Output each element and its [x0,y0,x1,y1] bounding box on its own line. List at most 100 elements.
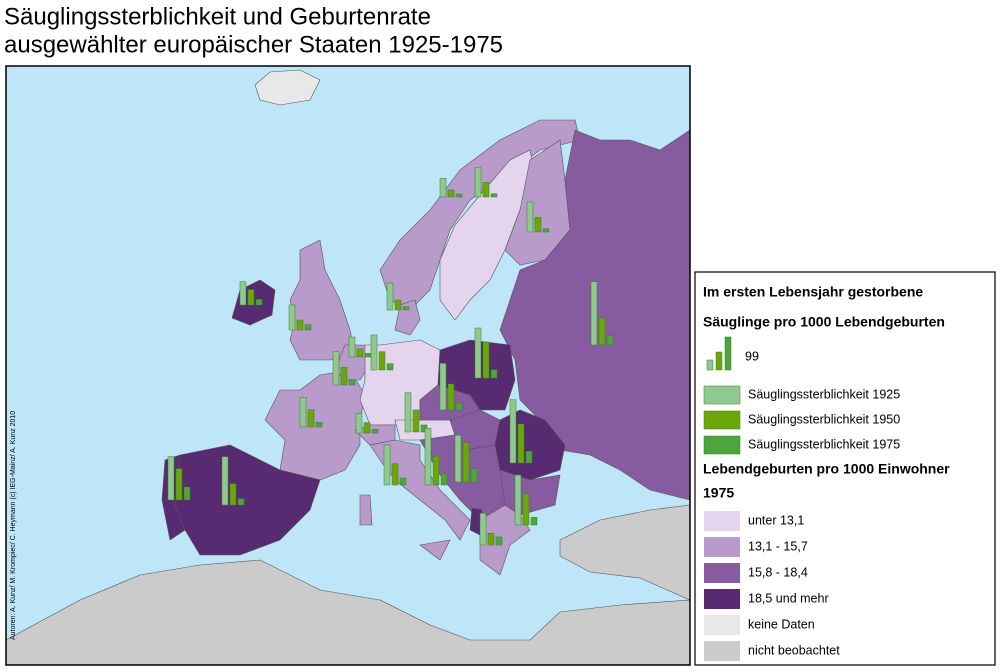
bar [237,498,245,506]
bar [424,428,432,486]
bar [412,409,420,433]
legend-swatch [703,410,741,430]
legend: 99 Säuglingssterblichkeit 1925 Säuglingsst… [703,336,900,661]
bar [447,383,455,411]
bar [522,493,530,526]
legend-scale-label: 99 [745,349,759,363]
legend-scale-bar [724,336,732,371]
credit: Autoren: A. Kunz/ M. Krompiec/ C. Heyman… [10,411,17,640]
bar [175,468,183,501]
bar [255,299,263,306]
bar [404,392,412,433]
bar [296,319,304,331]
legend-label: Säuglingssterblichkeit 1975 [748,437,900,451]
bar [370,334,378,371]
legend-heading: 1975 [703,485,734,501]
legend-label: Säuglingssterblichkeit 1950 [748,412,900,426]
bar [399,477,407,486]
legend-heading: Säuglinge pro 1000 Lebendgeburten [703,314,945,330]
bar [391,463,399,486]
legend-swatch [704,589,740,609]
bar [315,422,323,428]
bar [355,413,363,434]
bar [386,282,394,311]
bar [439,178,447,198]
legend-swatch [703,435,741,455]
bar [606,335,614,346]
legend-label: 18,5 und mehr [748,591,829,605]
bar [590,281,598,346]
bar [509,399,517,464]
legend-box [694,271,996,666]
legend-swatch [704,615,740,635]
legend-swatch [704,511,740,531]
legend-swatch [704,641,740,661]
bar [474,327,482,379]
bar [394,299,402,311]
bar [371,429,379,434]
title-line: Säuglingssterblichkeit und Geburtenrate [4,3,431,30]
bar [455,402,463,411]
bar [526,201,534,233]
bar-groups [167,167,614,546]
bar [288,304,296,331]
bar [439,363,447,411]
bar [542,228,550,233]
bar [487,533,495,546]
bar [332,351,340,386]
bar [383,444,391,486]
country [254,69,321,106]
bar [304,324,312,331]
legend-swatch [703,385,741,405]
bar [482,182,490,198]
bar [348,336,356,358]
legend-swatch [704,563,740,583]
legend-heading: Im ersten Lebensjahr gestorbene [703,284,923,300]
bar [470,468,478,483]
bar [525,451,533,464]
bar [454,435,462,483]
bar [462,442,470,483]
bar [348,379,356,386]
bar [221,456,229,506]
map-frame [5,65,691,666]
country [5,559,691,666]
bar [447,189,455,198]
bar [474,167,482,198]
bar [307,409,315,428]
legend-label: keine Daten [748,617,815,631]
legend-heading: Lebendgeburten pro 1000 Einwohner [703,461,950,477]
legend-label: nicht beobachtet [748,643,840,657]
legend-swatch [704,537,740,557]
bar [534,217,542,233]
bar [440,473,448,486]
bar [479,513,487,546]
bar [514,474,522,526]
country [419,539,451,561]
bar [482,341,490,379]
bar [247,289,255,306]
legend-label: Säuglingssterblichkeit 1925 [748,387,900,401]
legend-sample-bar [706,359,714,371]
bar [402,306,410,311]
bar [386,363,394,371]
bar [530,517,538,526]
bar [167,456,175,501]
bar [455,193,463,198]
bar [340,367,348,386]
bar [495,536,503,546]
legend-label: 15,8 - 18,4 [748,565,808,579]
bar [598,317,606,346]
legend-label: unter 13,1 [748,513,804,527]
bar [490,193,498,198]
bar [363,422,371,434]
bar [183,486,191,501]
legend-label: 13,1 - 15,7 [748,539,808,553]
bar [239,281,247,306]
bar [432,456,440,486]
bar [517,423,525,464]
title-line: ausgewählter europäischer Staaten 1925-1… [4,31,503,58]
country [359,494,373,526]
bar [356,348,364,358]
